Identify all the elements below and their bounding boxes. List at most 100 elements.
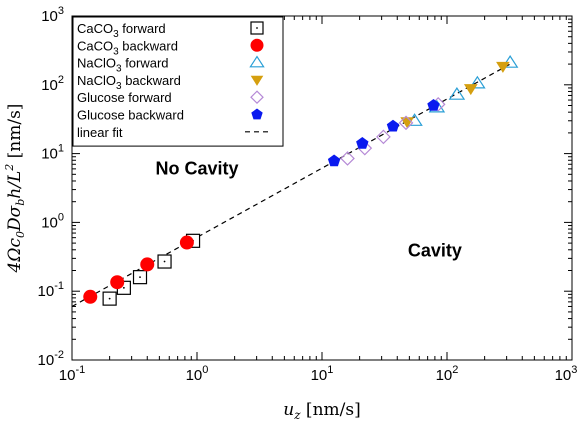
x-tick-label-exp: -1: [75, 364, 85, 376]
legend-label-rest: forward: [119, 21, 166, 36]
y-title-part: 2: [3, 164, 16, 172]
legend-label-main: NaClO: [77, 73, 116, 88]
x-tick-label-exp: 2: [452, 364, 458, 376]
data-point-series-1: [140, 257, 155, 272]
data-point-series-2: [501, 55, 519, 68]
y-tick-label-base: 10: [41, 214, 58, 231]
x-tick-label: 101: [311, 364, 334, 384]
data-point-series-0-dot: [163, 260, 166, 263]
data-point-series-3: [496, 61, 510, 73]
region-label: No Cavity: [155, 158, 238, 178]
data-point-series-2: [469, 75, 486, 89]
legend-marker: [249, 55, 265, 68]
y-tick-label: 102: [41, 74, 64, 94]
x-axis-title: uz [nm/s]: [283, 400, 360, 422]
y-title-part: h/L: [5, 171, 25, 199]
legend-label: CaCO3 forward: [77, 21, 166, 40]
x-tick-label-exp: 3: [571, 364, 577, 376]
data-point-series-3: [463, 84, 478, 96]
x-tick-label-base: 10: [436, 367, 453, 384]
y-title-part: b: [14, 199, 27, 206]
legend-marker-dot: [256, 27, 258, 29]
x-title-sub: z: [293, 408, 301, 422]
y-tick-label-exp: 0: [58, 211, 64, 223]
y-tick-label-base: 10: [38, 283, 55, 300]
data-point-series-1: [179, 235, 194, 250]
x-title-unit: [nm/s]: [301, 400, 361, 420]
data-point-series-1: [83, 289, 98, 304]
legend-label: CaCO3 backward: [77, 38, 178, 57]
x-tick-label-base: 10: [555, 367, 572, 384]
data-point-series-0-dot: [122, 286, 125, 289]
x-tick-label-base: 10: [59, 367, 76, 384]
y-tick-label-base: 10: [41, 77, 58, 94]
y-title-part: Dσ: [5, 205, 25, 232]
x-tick-label: 100: [186, 364, 209, 384]
x-tick-label-base: 10: [186, 367, 203, 384]
legend-label-rest: forward: [122, 56, 169, 71]
legend-label-main: Glucose backward: [77, 108, 184, 123]
data-point-series-5: [327, 154, 341, 167]
x-title-var: u: [283, 400, 294, 420]
data-point-series-1: [110, 275, 125, 290]
legend-box: [72, 16, 284, 147]
legend-label-main: linear fit: [77, 125, 123, 140]
y-title-part: 0: [14, 231, 27, 238]
x-tick-label: 103: [555, 364, 578, 384]
legend-marker: [250, 38, 264, 52]
data-point-series-4: [398, 115, 414, 131]
y-title-part: [nm/s]: [5, 104, 25, 164]
legend-marker: [251, 108, 263, 120]
legend-label: linear fit: [77, 125, 123, 140]
y-tick-label-exp: 2: [58, 74, 64, 86]
legend-label: Glucose forward: [77, 90, 172, 105]
legend-label: NaClO3 forward: [77, 56, 169, 75]
legend-label-sub: 3: [116, 64, 122, 75]
legend-label-sub: 3: [113, 29, 119, 40]
data-point-series-2: [448, 87, 466, 100]
data-point-series-5: [427, 99, 440, 111]
legend-label-main: NaClO: [77, 56, 116, 71]
data-point-series-4: [340, 151, 355, 166]
x-tick-label-exp: 0: [202, 364, 208, 376]
legend-label-sub: 3: [116, 81, 122, 92]
data-points-group: [83, 55, 519, 306]
data-point-series-3: [400, 117, 414, 129]
legend-label-main: Glucose forward: [77, 90, 172, 105]
y-tick-label: 100: [41, 211, 64, 231]
y-tick-label-base: 10: [41, 8, 58, 25]
data-point-series-0-dot: [139, 276, 141, 279]
x-tick-label-base: 10: [311, 367, 328, 384]
y-tick-label: 101: [41, 143, 64, 163]
legend-label-main: CaCO: [77, 21, 113, 36]
legend-marker: [250, 75, 264, 86]
y-tick-label-base: 10: [38, 352, 55, 369]
y-tick-label-exp: 1: [58, 143, 64, 155]
y-axis-title: 4Ωc0Dσbh/L2 [nm/s]: [3, 104, 27, 274]
legend-label: NaClO3 backward: [77, 73, 181, 92]
y-tick-label-exp: -2: [54, 349, 64, 361]
y-tick-label-exp: 3: [58, 5, 64, 17]
data-point-series-4: [376, 129, 391, 145]
legend-marker: [250, 90, 264, 105]
legend-label: Glucose backward: [77, 108, 184, 123]
y-tick-label: 10-2: [38, 349, 64, 369]
legend-label-rest: backward: [122, 73, 181, 88]
x-tick-label-exp: 1: [327, 364, 333, 376]
x-tick-label: 102: [436, 364, 459, 384]
y-tick-label-base: 10: [41, 146, 58, 163]
legend-label-sub: 3: [113, 46, 119, 57]
data-point-series-0-dot: [108, 297, 111, 300]
region-labels: No Cavity Cavity: [155, 158, 461, 260]
data-point-series-5: [356, 137, 369, 149]
legend-label-rest: backward: [119, 38, 178, 53]
data-point-series-5: [386, 119, 400, 132]
y-tick-label-exp: -1: [54, 280, 64, 292]
y-tick-label: 10-1: [38, 280, 64, 300]
y-tick-label: 103: [41, 5, 64, 25]
x-tick-label: 10-1: [59, 364, 85, 384]
y-title-part: 4Ωc: [5, 238, 25, 274]
region-label: Cavity: [408, 240, 462, 260]
